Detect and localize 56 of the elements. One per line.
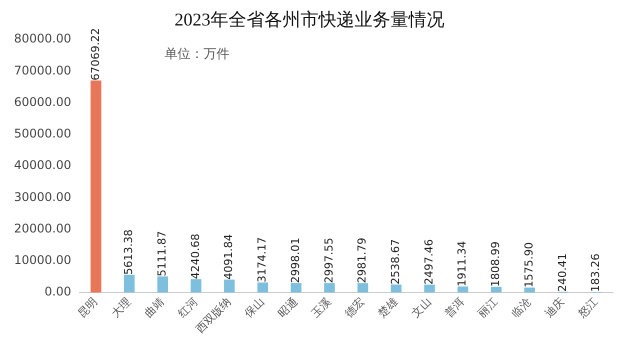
y-tick-label: 80000.00	[14, 32, 72, 46]
data-label: 1911.34	[456, 241, 469, 287]
bar	[324, 283, 335, 293]
x-tick-label: 普洱	[442, 295, 468, 320]
x-tick-label: 大理	[108, 295, 134, 320]
data-label: 5613.38	[122, 229, 136, 275]
data-label: 5111.87	[156, 230, 169, 276]
data-label: 183.26	[589, 253, 602, 292]
x-tick-label: 红河	[175, 295, 200, 320]
data-label: 2997.55	[322, 238, 336, 284]
data-label: 4091.84	[222, 234, 236, 280]
bar	[124, 274, 135, 293]
data-label: 3174.17	[256, 237, 269, 283]
bar	[357, 283, 368, 293]
bar	[490, 286, 502, 293]
data-label: 1808.99	[489, 241, 502, 287]
y-tick-label: 0.00	[44, 284, 72, 299]
bar	[224, 280, 235, 293]
data-label: 2998.01	[288, 238, 302, 284]
x-tick-label: 文山	[408, 295, 434, 320]
bar	[390, 284, 402, 293]
x-tick-label: 德宏	[342, 295, 367, 320]
annotation: 单位：万件	[164, 46, 230, 62]
x-tick-label: 楚雄	[376, 295, 400, 320]
data-label: 240.41	[556, 253, 569, 292]
data-label: 2538.67	[389, 239, 402, 285]
x-tick-label: 迪庆	[542, 295, 568, 320]
x-tick-label: 保山	[242, 295, 267, 320]
y-tick-label: 40000.00	[14, 158, 72, 172]
x-tick-label: 昭通	[275, 295, 300, 320]
y-tick-label: 50000.00	[14, 126, 72, 141]
bar	[157, 276, 168, 293]
bar	[424, 284, 435, 293]
x-tick-label: 曲靖	[142, 295, 167, 320]
x-tick-label: 临沧	[508, 295, 534, 320]
x-tick-label: 怒江	[575, 295, 600, 321]
x-tick-label: 玉溪	[308, 295, 334, 320]
x-tick-label: 丽江	[476, 295, 500, 320]
x-tick-label: 昆明	[75, 295, 100, 320]
y-tick-label: 10000.00	[14, 253, 72, 268]
data-label: 67069.22	[88, 28, 102, 80]
data-label: 2497.46	[422, 239, 436, 285]
bar	[290, 283, 302, 293]
y-tick-label: 30000.00	[14, 190, 72, 204]
y-tick-label: 20000.00	[14, 221, 72, 236]
bar	[90, 80, 102, 293]
bar	[190, 279, 202, 293]
chart-title: 2023年全省各州市快递业务量情况	[174, 10, 444, 30]
data-label: 4240.68	[188, 234, 202, 280]
bar	[257, 282, 268, 293]
bar	[458, 286, 468, 293]
bar	[524, 288, 535, 293]
y-tick-label: 60000.00	[14, 94, 72, 109]
data-label: 2981.79	[356, 238, 369, 284]
y-tick-label: 70000.00	[14, 63, 72, 78]
data-label: 1575.90	[522, 242, 536, 288]
